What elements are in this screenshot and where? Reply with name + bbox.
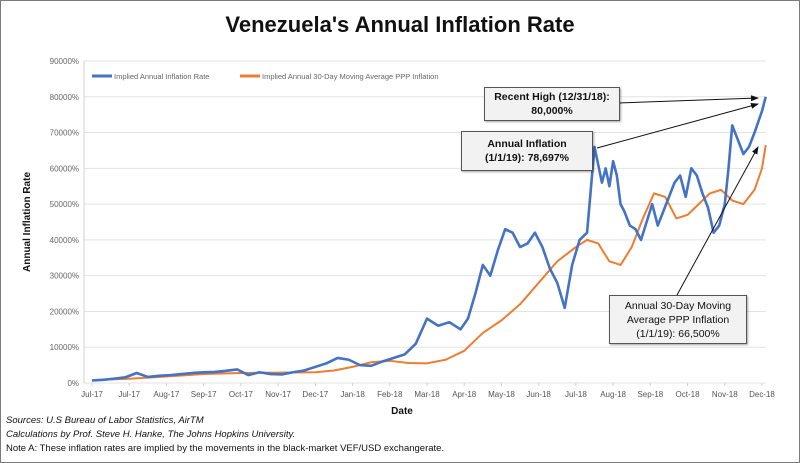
x-tick-label: Sep-18 [637, 390, 663, 399]
chart-title: Venezuela's Annual Inflation Rate [225, 12, 575, 37]
x-tick-label: Mar-18 [414, 390, 440, 399]
y-tick-label: 30000% [50, 272, 79, 281]
x-tick-label: Oct-17 [229, 390, 254, 399]
footer-note: Note A: These inflation rates are implie… [6, 443, 445, 454]
arrow-moving-average [676, 146, 759, 296]
x-tick-label: Sep-17 [191, 390, 217, 399]
annotation-recent-high: Recent High (12/31/18): 80,000% [484, 87, 620, 121]
annotation-annual-inflation: Annual Inflation (1/1/19): 78,697% [461, 131, 593, 171]
annotation-moving-average-line2: Average PPP Inflation [626, 313, 730, 326]
annotation-arrows [596, 95, 759, 296]
x-axis-ticks: Jul-17 Jul-17 Aug-17 Sep-17 Oct-17 Nov-17 Dec-… [81, 383, 775, 399]
annotation-annual-inflation-line1: Annual Inflation [487, 138, 567, 150]
arrow-recent-high [617, 95, 759, 104]
annotation-moving-average-line3: (1/1/19): 66,500% [636, 327, 720, 340]
x-tick-label: Dec-17 [302, 390, 328, 399]
legend-label-moving-average: Implied Annual 30-Day Moving Average PPP… [262, 72, 439, 81]
x-tick-label: Jul-17 [118, 390, 140, 399]
x-tick-label: Jun-18 [526, 390, 551, 399]
series-lines [91, 96, 767, 382]
x-tick-label: Apr-18 [452, 390, 477, 399]
series-line-implied-annual-inflation [91, 96, 767, 382]
footer-calculations: Calculations by Prof. Steve H. Hanke, Th… [6, 429, 296, 440]
legend-label-inflation: Implied Annual Inflation Rate [114, 72, 209, 81]
x-tick-label: Feb-18 [377, 390, 403, 399]
annotation-moving-average-line1: Annual 30-Day Moving [624, 299, 732, 312]
annotation-annual-inflation-line2: (1/1/19): 78,697% [484, 152, 570, 164]
y-tick-label: 20000% [50, 307, 79, 316]
x-axis-label: Date [391, 406, 413, 417]
x-tick-label: Nov-18 [712, 390, 738, 399]
x-tick-label: Jul-18 [565, 390, 587, 399]
series-line-moving-average-ppp [91, 144, 767, 382]
y-axis-label: Annual Inflation Rate [22, 172, 33, 272]
y-tick-label: 90000% [50, 57, 79, 66]
x-tick-label: May-18 [488, 390, 515, 399]
x-tick-label: Jul-17 [81, 390, 103, 399]
x-tick-label: Nov-17 [265, 390, 291, 399]
y-tick-label: 10000% [50, 343, 79, 352]
y-tick-label: 50000% [50, 200, 79, 209]
y-tick-label: 40000% [50, 236, 79, 245]
y-tick-label: 0% [67, 379, 79, 388]
annotation-recent-high-line2: 80,000% [531, 105, 573, 117]
y-tick-label: 60000% [50, 164, 79, 173]
footer-sources: Sources: U.S Bureau of Labor Statistics,… [6, 415, 204, 426]
x-tick-label: Jan-18 [340, 390, 365, 399]
arrow-annual-inflation [596, 102, 759, 149]
y-tick-label: 70000% [50, 129, 79, 138]
x-tick-label: Dec-18 [749, 390, 775, 399]
annotation-moving-average: Annual 30-Day Moving Average PPP Inflati… [609, 295, 747, 344]
chart-footer: Sources: U.S Bureau of Labor Statistics,… [6, 414, 444, 456]
y-axis-ticks: 0% 10000% 20000% 30000% 40000% 50000% 60000% 70… [50, 57, 79, 388]
y-tick-label: 80000% [50, 93, 79, 102]
x-tick-label: Aug-17 [154, 390, 180, 399]
annotation-recent-high-line1: Recent High (12/31/18): [494, 91, 610, 103]
legend: Implied Annual Inflation Rate Implied An… [92, 72, 439, 81]
x-tick-label: Aug-18 [600, 390, 626, 399]
x-tick-label: Oct-18 [676, 390, 701, 399]
